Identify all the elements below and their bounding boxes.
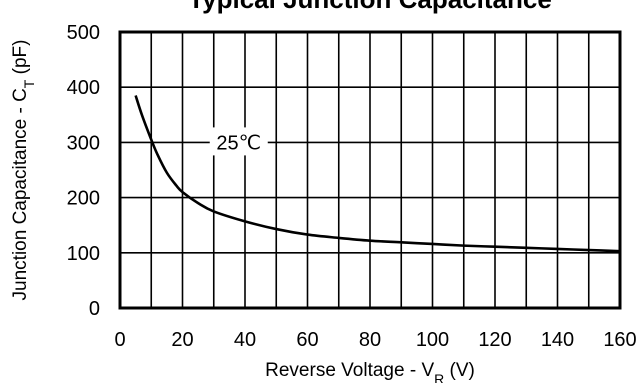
x-tick-label: 160	[603, 329, 636, 351]
plot-frame	[118, 30, 622, 310]
x-tick-label: 60	[296, 329, 318, 351]
y-tick-label: 500	[67, 22, 100, 44]
annotation-background	[209, 127, 268, 156]
y-tick-label: 0	[89, 298, 100, 320]
y-tick-label: 400	[67, 77, 100, 99]
chart-title: Typical Junction Capacitance	[188, 0, 552, 14]
annotation-layer: 25℃	[209, 127, 268, 156]
series-layer	[134, 95, 621, 253]
temperature-annotation: 25℃	[216, 132, 261, 154]
y-tick-labels: 0 100 200 300 400 500	[67, 22, 100, 320]
y-tick-label: 200	[67, 188, 100, 210]
x-tick-label: 140	[541, 329, 574, 351]
x-tick-label: 0	[114, 329, 125, 351]
x-tick-label: 100	[416, 329, 449, 351]
x-axis-label: Reverse Voltage - VR (V)	[265, 360, 475, 383]
grid-lines	[120, 32, 620, 308]
x-tick-label: 40	[234, 329, 256, 351]
capacitance-curve	[134, 95, 621, 253]
y-axis-label: Junction Capacitance - CT (pF)	[10, 40, 37, 301]
x-tick-label: 20	[171, 329, 193, 351]
x-tick-label: 120	[478, 329, 511, 351]
y-tick-label: 100	[67, 243, 100, 265]
x-tick-label: 80	[359, 329, 381, 351]
x-tick-labels: 0 20 40 60 80 100 120 140 160	[114, 329, 636, 351]
y-tick-label: 300	[67, 132, 100, 154]
